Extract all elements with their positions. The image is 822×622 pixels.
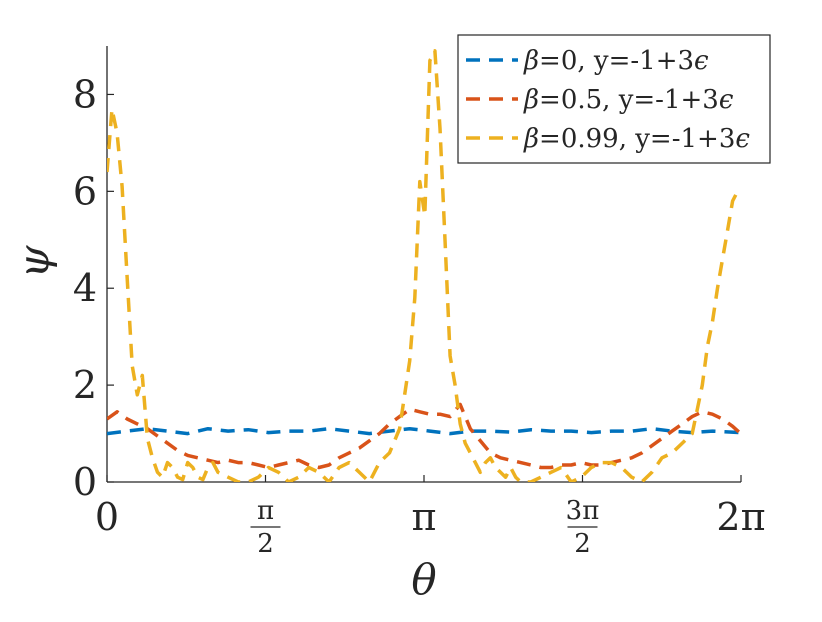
legend-symbol: β [523,124,539,154]
series-line-1 [107,402,741,470]
y-tick-label: 8 [73,72,97,116]
legend-symbol: β [523,85,539,115]
x-tick-denominator: 2 [574,529,591,559]
legend-text-rest: =0.99, y=-1+3 [539,124,735,154]
x-tick-label-fraction: 3π2 [566,496,600,559]
legend-box [457,34,771,164]
legend-label: β=0.5, y=-1+3ϵ [523,85,734,115]
x-tick-label: π [412,495,437,539]
legend-epsilon: ϵ [719,85,734,115]
x-tick-label: 0 [95,495,119,539]
y-axis-title: ψ [9,244,58,278]
legend: β=0, y=-1+3ϵβ=0.5, y=-1+3ϵβ=0.99, y=-1+3… [457,34,771,164]
x-tick-label: 2π [716,495,765,539]
legend-label: β=0, y=-1+3ϵ [523,46,709,76]
y-tick-label: 6 [73,169,97,213]
x-axis-title: θ [411,555,436,604]
x-tick-numerator: π [257,496,274,526]
axes [106,46,742,483]
legend-entry: β=0.5, y=-1+3ϵ [466,85,734,115]
series-line-2 [107,49,740,482]
legend-epsilon: ϵ [735,124,750,154]
series-line-0 [107,426,741,436]
series-layer [107,49,741,482]
y-tick-label: 0 [73,460,97,504]
x-tick-denominator: 2 [257,529,274,559]
legend-entry: β=0.99, y=-1+3ϵ [466,124,750,154]
y-tick-label: 2 [73,363,97,407]
legend-text-rest: =0.5, y=-1+3 [539,85,719,115]
legend-epsilon: ϵ [694,46,709,76]
x-tick-label-fraction: π2 [250,496,281,559]
x-tick-numerator: 3π [566,496,600,526]
legend-symbol: β [523,46,539,76]
legend-entry: β=0, y=-1+3ϵ [466,46,709,76]
y-tick-label: 4 [73,266,97,310]
legend-text-rest: =0, y=-1+3 [539,46,694,76]
legend-label: β=0.99, y=-1+3ϵ [523,124,750,154]
